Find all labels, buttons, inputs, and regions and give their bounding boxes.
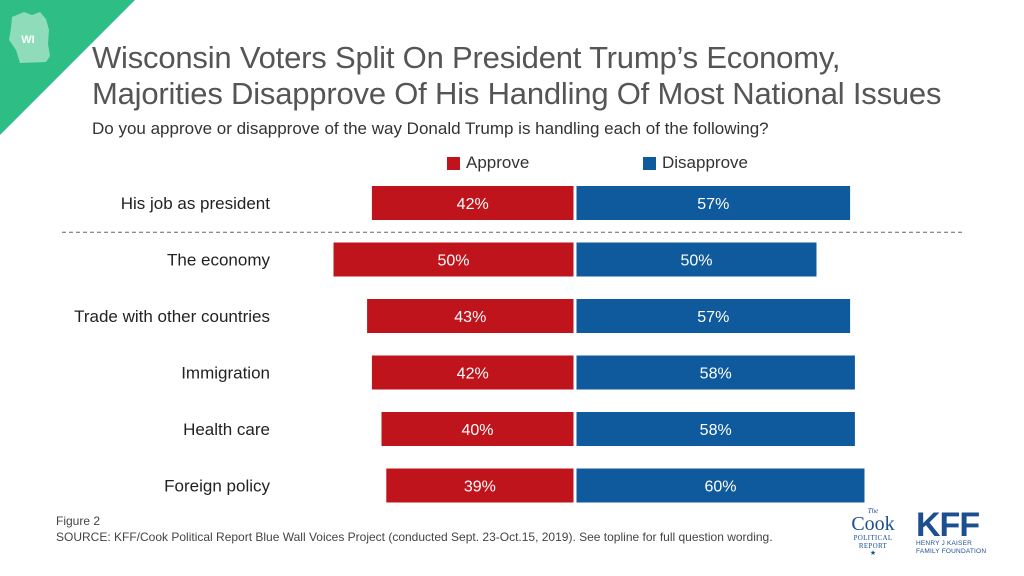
bar-label-approve-foreign-policy: 39% — [464, 479, 496, 496]
source-note: SOURCE: KFF/Cook Political Report Blue W… — [56, 530, 773, 544]
cook-logo-star-icon: ★ — [842, 550, 904, 557]
category-label-foreign-policy: Foreign policy — [164, 477, 270, 496]
kff-logo-sub-1: HENRY J KAISER — [916, 540, 996, 548]
kff-logo-word: KFF — [916, 510, 996, 540]
bar-label-disapprove-foreign-policy: 60% — [704, 479, 736, 496]
chart-plot: His job as president 42% 57% The economy 50%… — [0, 0, 1024, 576]
bar-label-approve-immigration: 42% — [457, 366, 489, 383]
bar-label-approve-health-care: 40% — [461, 422, 493, 439]
bar-label-disapprove-the-economy: 50% — [680, 253, 712, 270]
bar-label-disapprove-health-care: 58% — [700, 422, 732, 439]
category-label-immigration: Immigration — [181, 364, 270, 383]
category-label-trade-with-other-countries: Trade with other countries — [74, 307, 270, 326]
cook-political-report-logo: The Cook POLITICAL REPORT ★ — [842, 508, 904, 557]
bar-label-disapprove-immigration: 58% — [700, 366, 732, 383]
kff-logo: KFF HENRY J KAISER FAMILY FOUNDATION — [916, 510, 996, 556]
bar-label-approve-trade-with-other-countries: 43% — [454, 309, 486, 326]
kff-logo-sub-2: FAMILY FOUNDATION — [916, 548, 996, 556]
category-label-the-economy: The economy — [167, 251, 270, 270]
figure-label: Figure 2 — [56, 514, 100, 528]
bar-label-approve-his-job-as-president: 42% — [457, 196, 489, 213]
category-label-his-job-as-president: His job as president — [121, 194, 271, 213]
cook-logo-word: Cook — [842, 514, 904, 534]
bar-label-approve-the-economy: 50% — [437, 253, 469, 270]
cook-logo-political: POLITICAL — [842, 535, 904, 542]
category-label-health-care: Health care — [183, 420, 270, 439]
bar-label-disapprove-trade-with-other-countries: 57% — [697, 309, 729, 326]
bar-label-disapprove-his-job-as-president: 57% — [697, 196, 729, 213]
